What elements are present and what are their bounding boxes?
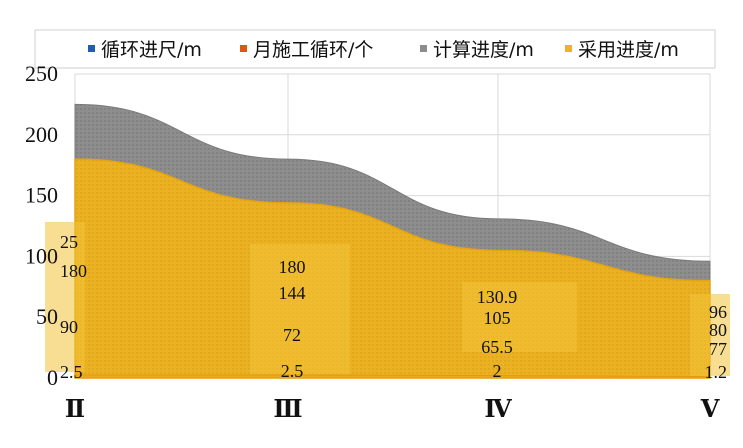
label-band xyxy=(250,244,350,374)
area-series xyxy=(74,103,711,379)
y-axis: 0 50 100 150 200 250 xyxy=(25,61,58,390)
data-label: 130.9 xyxy=(477,287,518,307)
legend-swatch xyxy=(88,45,95,52)
legend-entry: 采用进度/m xyxy=(578,39,679,61)
y-tick-label: 0 xyxy=(47,365,58,390)
data-label: 96 xyxy=(709,302,727,322)
data-label: 2.5 xyxy=(281,361,304,381)
x-tick-label: Ⅳ xyxy=(484,394,512,423)
x-tick-label: Ⅱ xyxy=(65,394,85,423)
data-label: 90 xyxy=(60,317,78,337)
data-label: 180 xyxy=(279,257,306,277)
x-tick-label: Ⅴ xyxy=(700,394,720,423)
x-axis: Ⅱ Ⅲ Ⅳ Ⅴ xyxy=(65,394,720,423)
legend-entry: 计算进度/m xyxy=(433,39,534,61)
label-bands xyxy=(45,222,730,376)
legend-swatch xyxy=(240,45,247,52)
legend-entry: 月施工循环/个 xyxy=(253,39,373,61)
data-label: 1.2 xyxy=(705,362,728,382)
legend-swatch xyxy=(420,45,427,52)
data-label: 72 xyxy=(283,325,301,345)
data-label: 105 xyxy=(484,308,511,328)
y-tick-label: 50 xyxy=(36,304,58,329)
data-label: 77 xyxy=(709,339,727,359)
label-band xyxy=(690,294,730,376)
data-label: 2.5 xyxy=(60,362,83,382)
legend: 循环进尺/m 月施工循环/个 计算进度/m 采用进度/m xyxy=(88,39,679,61)
label-band xyxy=(462,282,577,352)
x-tick-label: Ⅲ xyxy=(273,394,302,423)
legend-frame xyxy=(34,29,716,69)
legend-entry: 循环进尺/m xyxy=(101,39,202,61)
y-tick-label: 150 xyxy=(25,183,58,208)
data-label: 65.5 xyxy=(481,337,513,357)
data-label: 80 xyxy=(709,320,727,340)
area-xunhuan-jinchi xyxy=(74,374,711,379)
y-tick-label: 200 xyxy=(25,122,58,147)
y-tick-label: 100 xyxy=(25,243,58,268)
data-label: 25 xyxy=(60,232,78,252)
data-label: 144 xyxy=(279,283,306,303)
legend-swatch xyxy=(565,45,572,52)
data-label: 180 xyxy=(60,261,87,281)
data-label: 2 xyxy=(493,361,502,381)
label-band xyxy=(45,222,85,372)
y-tick-label: 250 xyxy=(25,61,58,86)
